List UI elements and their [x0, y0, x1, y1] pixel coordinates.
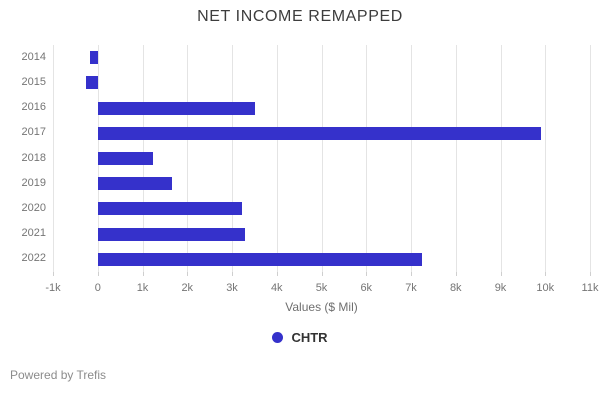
- y-tick-label: 2021: [21, 227, 46, 240]
- y-tick-label: 2019: [21, 176, 46, 189]
- y-tick-label: 2022: [21, 252, 46, 265]
- powered-by: Powered by Trefis: [10, 368, 107, 382]
- gridline: [53, 45, 54, 272]
- axis-tick: [455, 272, 457, 276]
- axis-tick: [321, 272, 323, 276]
- x-tick-label: 3k: [226, 282, 238, 294]
- x-tick-label: -1k: [45, 282, 61, 294]
- y-tick-label: 2015: [21, 75, 46, 88]
- legend-item-chtr[interactable]: CHTR: [272, 330, 328, 345]
- gridline: [411, 45, 412, 272]
- legend: CHTR: [0, 330, 600, 345]
- bar-2016[interactable]: [97, 101, 256, 115]
- axis-tick: [500, 272, 502, 276]
- bar-2014[interactable]: [89, 51, 98, 65]
- bar-2015[interactable]: [85, 76, 98, 90]
- x-tick-label: 1k: [136, 282, 149, 294]
- gridline: [500, 45, 502, 272]
- gridline: [276, 45, 278, 272]
- x-tick-label: 2k: [181, 282, 194, 294]
- x-tick-label: 0: [94, 282, 101, 294]
- chart-title: NET INCOME REMAPPED: [197, 8, 403, 25]
- gridline: [187, 45, 189, 272]
- x-tick-label: 4k: [270, 282, 283, 294]
- bar-2020[interactable]: [97, 202, 242, 216]
- axis-tick: [142, 272, 144, 276]
- bar-2018[interactable]: [97, 152, 153, 165]
- gridline: [366, 45, 368, 272]
- bar-2019[interactable]: [97, 177, 173, 191]
- axis-tick: [53, 272, 54, 276]
- x-tick-label: 9k: [494, 282, 507, 294]
- x-tick-label: 8k: [449, 282, 462, 294]
- x-tick-label: 11k: [581, 282, 599, 294]
- gridline: [590, 45, 591, 272]
- axis-tick: [545, 272, 547, 276]
- axis-tick: [411, 272, 412, 276]
- axis-tick: [276, 272, 278, 276]
- x-tick-label: 7k: [405, 282, 417, 294]
- y-tick-label: 2018: [21, 151, 46, 164]
- x-tick-label: 6k: [360, 282, 373, 294]
- y-tick-label: 2017: [21, 126, 46, 139]
- axis-tick: [187, 272, 189, 276]
- bar-2021[interactable]: [97, 227, 246, 241]
- axis-tick: [232, 272, 233, 276]
- x-tick-label: 5k: [315, 282, 328, 294]
- gridline: [232, 45, 233, 272]
- legend-marker-icon: [272, 332, 284, 343]
- gridline: [545, 45, 547, 272]
- y-tick-label: 2016: [21, 101, 46, 114]
- y-tick-label: 2014: [21, 50, 46, 63]
- axis-tick: [590, 272, 591, 276]
- gridline: [321, 45, 323, 272]
- gridline: [455, 45, 457, 272]
- y-tick-label: 2020: [21, 201, 46, 214]
- x-axis-title: Values ($ Mil): [285, 300, 358, 314]
- bar-2022[interactable]: [97, 252, 423, 266]
- axis-tick: [97, 272, 99, 276]
- x-tick-label: 10k: [536, 282, 555, 294]
- bar-2017[interactable]: [97, 126, 541, 140]
- axis-tick: [366, 272, 368, 276]
- legend-label: CHTR: [291, 330, 328, 345]
